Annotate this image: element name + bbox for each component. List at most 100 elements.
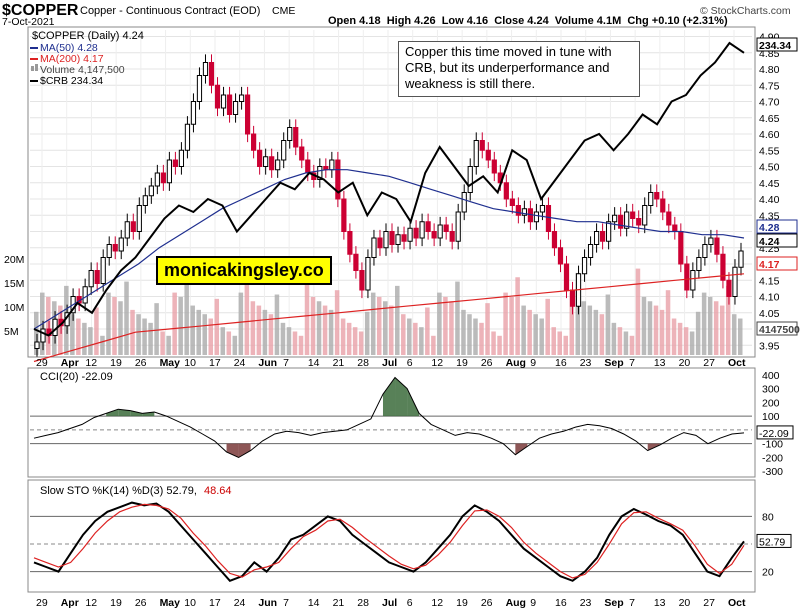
volume-bar: [557, 331, 562, 355]
volume-bar: [160, 331, 165, 355]
x-tick-label: 26: [135, 597, 147, 609]
x-tick-label: Jun: [258, 597, 277, 609]
x-tick-label: 23: [580, 357, 592, 369]
candle-body: [419, 221, 425, 239]
header-exchange: CME: [272, 5, 295, 17]
sto-label-d: 48.64: [204, 485, 232, 497]
volume-bar: [88, 327, 93, 355]
candle-body: [269, 156, 275, 171]
cci-fill-neg: [226, 443, 239, 458]
x-tick-label: 26: [481, 597, 493, 609]
y-tick-label: 4.40: [759, 194, 780, 206]
volume-bar: [214, 298, 220, 355]
candle-body: [569, 289, 576, 307]
volume-bar: [172, 292, 177, 355]
candle-body: [539, 205, 546, 213]
main-panel-frame: [27, 26, 756, 358]
volume-bar: [485, 303, 490, 355]
cci-line: [33, 376, 745, 459]
candle-body: [190, 101, 197, 125]
candle-body: [299, 146, 305, 161]
volume-bar: [467, 314, 472, 355]
value-tag: [756, 533, 792, 548]
candle-body: [317, 166, 323, 180]
volume-bar: [46, 296, 51, 355]
annotation-box: Copper this time moved in tune with CRB,…: [398, 41, 640, 97]
volume-bar: [352, 327, 358, 355]
candle-body: [88, 270, 94, 288]
candle-body: [371, 237, 377, 258]
candle-body: [708, 237, 714, 245]
x-axis: 2929AprApr121219192626MayMay101017172424…: [36, 357, 746, 609]
volume-bar: [713, 301, 719, 355]
candle-body: [359, 270, 365, 291]
x-tick-label: 14: [308, 597, 320, 609]
volume-bar: [304, 268, 310, 355]
x-tick-label: 27: [703, 597, 715, 609]
volume-bar: [148, 322, 153, 355]
x-tick-label: 26: [481, 357, 493, 369]
volume-bar: [689, 331, 695, 355]
candle-body: [172, 159, 179, 167]
candle-body: [720, 253, 726, 281]
candle-body: [521, 208, 527, 216]
y-tick-label: 4.05: [759, 308, 780, 320]
volume-bar: [358, 331, 364, 355]
candle-body: [154, 172, 160, 187]
volume-bar: [202, 314, 207, 355]
volume-bar: [575, 272, 581, 355]
candle-body: [395, 234, 401, 245]
x-tick-label: 14: [308, 357, 320, 369]
volume-bar: [262, 309, 268, 355]
volume-bar: [533, 314, 538, 355]
header-symbol: $COPPER: [2, 2, 79, 19]
candle-body: [425, 221, 431, 232]
volume-bar: [443, 296, 448, 355]
volume-bar: [70, 314, 75, 355]
x-tick-label: 29: [36, 357, 48, 369]
volume-bar: [401, 314, 406, 355]
volume-bar: [503, 292, 508, 355]
candle-body: [648, 192, 654, 206]
candle-body: [305, 159, 311, 174]
candle-body: [557, 247, 564, 265]
candle-body: [407, 227, 413, 242]
volume-bar: [118, 301, 123, 355]
candle-body: [257, 149, 263, 167]
cci-tick-label: -200: [762, 452, 783, 464]
x-tick-label: 17: [209, 357, 221, 369]
candle-body: [479, 140, 485, 151]
x-tick-label: 19: [110, 357, 122, 369]
candle-body: [106, 244, 112, 258]
cci-fill-pos: [130, 410, 143, 417]
value-tag: [756, 425, 794, 440]
volume-bar: [274, 294, 280, 355]
x-tick-label: Sep: [604, 357, 623, 369]
x-tick-label: 24: [234, 357, 246, 369]
legend-ma50: MA(50) 4.28: [40, 42, 98, 54]
candle-body: [413, 227, 419, 239]
volume-bar: [232, 335, 238, 355]
y-tick-label: 4.55: [759, 145, 780, 157]
x-tick-label: 10: [184, 357, 196, 369]
volume-bar: [605, 294, 611, 355]
volume-bars: [34, 268, 743, 355]
volume-bar: [208, 318, 214, 355]
volume-bar: [509, 296, 514, 355]
candle-body: [581, 257, 588, 275]
candle-body: [238, 94, 245, 102]
x-tick-label: Apr: [61, 597, 79, 609]
volume-bar: [316, 301, 322, 355]
candle-body: [293, 127, 299, 148]
header-date: 7-Oct-2021: [2, 16, 55, 28]
candle-body: [40, 328, 46, 343]
volume-bar: [244, 272, 250, 355]
x-tick-label: Aug: [506, 597, 526, 609]
x-tick-label: 20: [679, 357, 691, 369]
value-tag: [756, 233, 798, 248]
volume-bar: [617, 327, 623, 355]
candle-body: [389, 231, 395, 245]
candle-body: [431, 231, 437, 239]
candle-body: [251, 133, 257, 151]
candle-body: [202, 62, 209, 76]
